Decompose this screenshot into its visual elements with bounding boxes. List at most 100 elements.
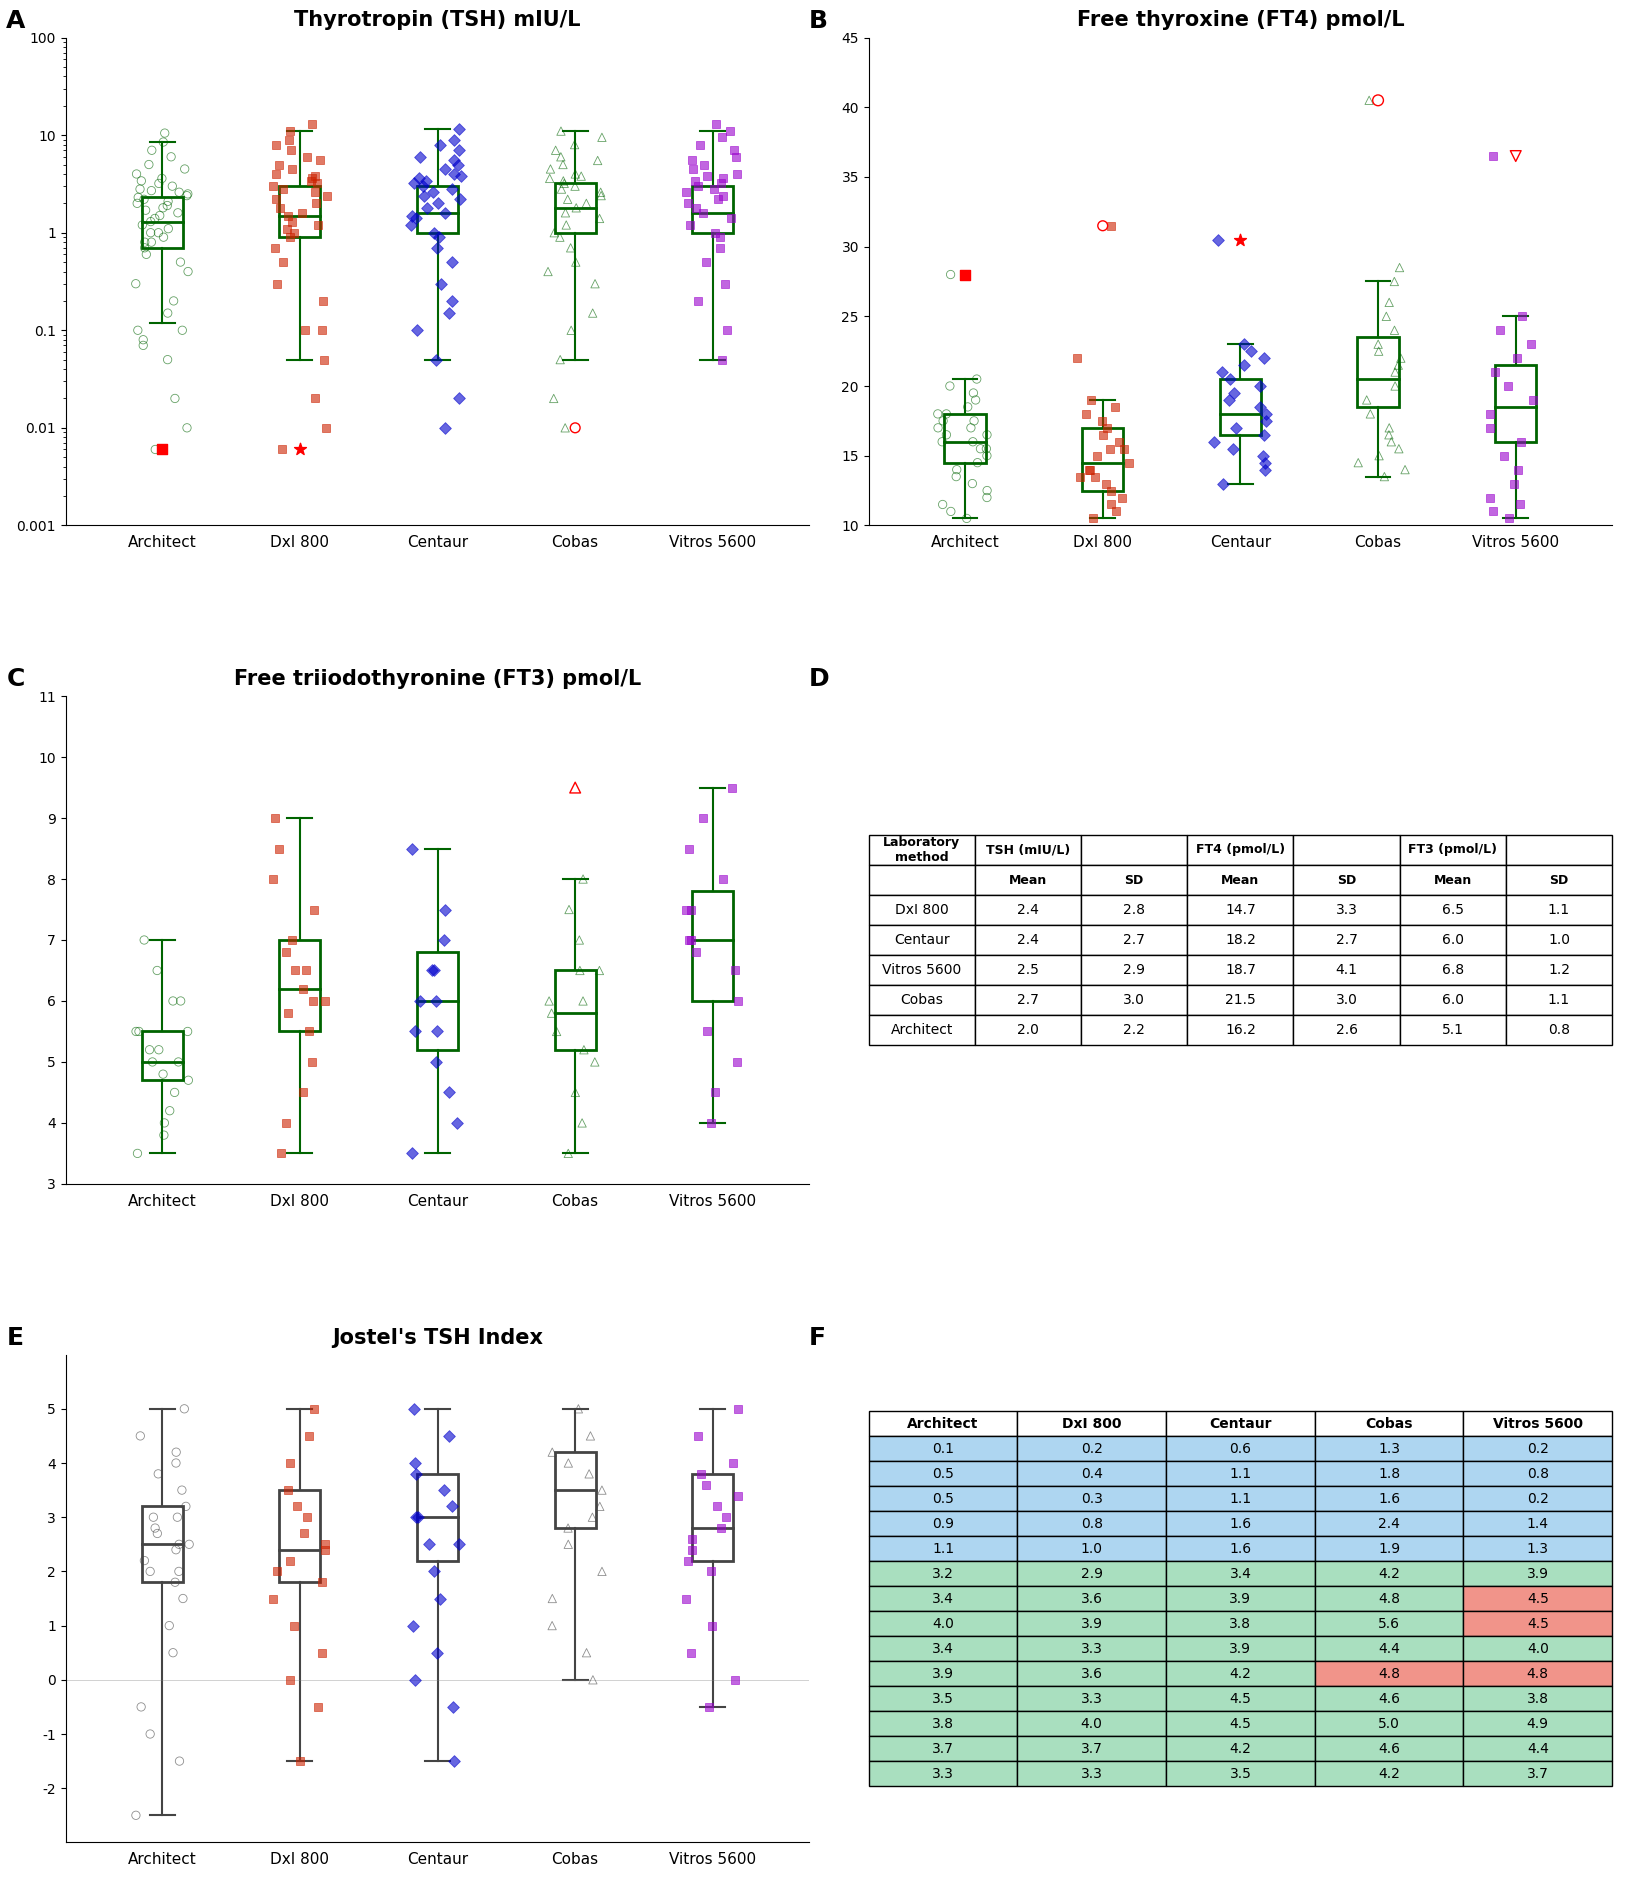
Point — [273, 936, 299, 966]
Point — [1227, 224, 1253, 254]
Point — [441, 1692, 467, 1722]
Point — [146, 169, 173, 199]
Point — [127, 175, 153, 205]
Point — [1385, 350, 1411, 380]
Point — [130, 211, 156, 241]
Point — [166, 1747, 192, 1777]
Point — [1252, 344, 1278, 374]
Point — [161, 286, 188, 316]
Point — [275, 214, 301, 244]
Point — [540, 1611, 566, 1641]
Point — [1495, 370, 1522, 400]
Point — [163, 1448, 189, 1478]
Point — [1375, 419, 1402, 449]
Point — [125, 316, 151, 346]
Point — [954, 391, 980, 421]
Point — [569, 985, 595, 1015]
Point — [173, 1491, 199, 1521]
Point — [155, 299, 181, 329]
Point — [406, 164, 433, 194]
Point — [138, 135, 164, 165]
Point — [709, 122, 735, 152]
Point — [123, 188, 150, 218]
Point — [1507, 489, 1533, 519]
Point — [428, 269, 454, 299]
Point — [1097, 434, 1124, 464]
Point — [301, 177, 327, 207]
Point — [673, 1583, 699, 1613]
FancyBboxPatch shape — [280, 186, 321, 237]
Point — [132, 227, 158, 258]
Point — [301, 384, 327, 414]
Point — [678, 145, 704, 175]
Point — [543, 1017, 569, 1047]
Point — [151, 118, 178, 149]
Point — [447, 162, 474, 192]
Point — [579, 1502, 605, 1532]
Point — [296, 1421, 322, 1451]
Point — [717, 117, 744, 147]
Point — [155, 214, 181, 244]
Point — [444, 1107, 470, 1137]
Point — [400, 1611, 426, 1641]
Point — [163, 1534, 189, 1564]
Point — [1089, 211, 1115, 241]
Point — [1252, 447, 1278, 478]
Point — [1201, 427, 1227, 457]
Point — [1216, 385, 1242, 415]
Point — [130, 325, 156, 355]
Point — [589, 122, 615, 152]
Point — [436, 299, 462, 329]
Point — [433, 414, 459, 444]
Point — [1252, 455, 1278, 485]
Point — [558, 233, 584, 263]
Point — [1355, 85, 1382, 115]
Point — [424, 233, 451, 263]
Point — [148, 164, 174, 194]
Point — [311, 344, 337, 374]
Point — [137, 1718, 163, 1748]
Point — [150, 194, 176, 224]
Point — [278, 207, 304, 237]
Point — [961, 378, 987, 408]
Text: A: A — [7, 9, 26, 32]
Point — [446, 135, 472, 165]
Point — [146, 1034, 173, 1064]
Point — [563, 773, 589, 803]
Point — [290, 974, 316, 1004]
Point — [276, 1666, 303, 1696]
Point — [1089, 419, 1115, 449]
FancyBboxPatch shape — [416, 1474, 459, 1560]
Point — [156, 1096, 183, 1126]
Point — [423, 1047, 449, 1077]
Point — [1502, 141, 1528, 171]
Point — [1099, 476, 1125, 506]
Point — [171, 1393, 197, 1423]
Point — [155, 190, 181, 220]
Point — [1230, 350, 1257, 380]
Point — [566, 1393, 592, 1423]
Point — [415, 194, 441, 224]
Point — [719, 203, 745, 233]
Point — [548, 117, 574, 147]
Point — [1097, 489, 1124, 519]
Point — [974, 440, 1000, 470]
Point — [398, 201, 424, 231]
FancyBboxPatch shape — [280, 1491, 321, 1583]
Point — [424, 1017, 451, 1047]
Point — [446, 1528, 472, 1559]
Point — [285, 1491, 311, 1521]
Point — [410, 171, 436, 201]
Point — [270, 434, 296, 464]
Point — [707, 169, 734, 199]
Point — [262, 233, 288, 263]
Point — [1073, 399, 1099, 429]
Point — [1084, 440, 1110, 470]
Point — [270, 175, 296, 205]
Point — [1224, 414, 1250, 444]
Point — [174, 1017, 201, 1047]
Point — [1097, 211, 1124, 241]
Point — [1379, 427, 1405, 457]
Point — [938, 496, 964, 526]
Point — [574, 1637, 600, 1668]
